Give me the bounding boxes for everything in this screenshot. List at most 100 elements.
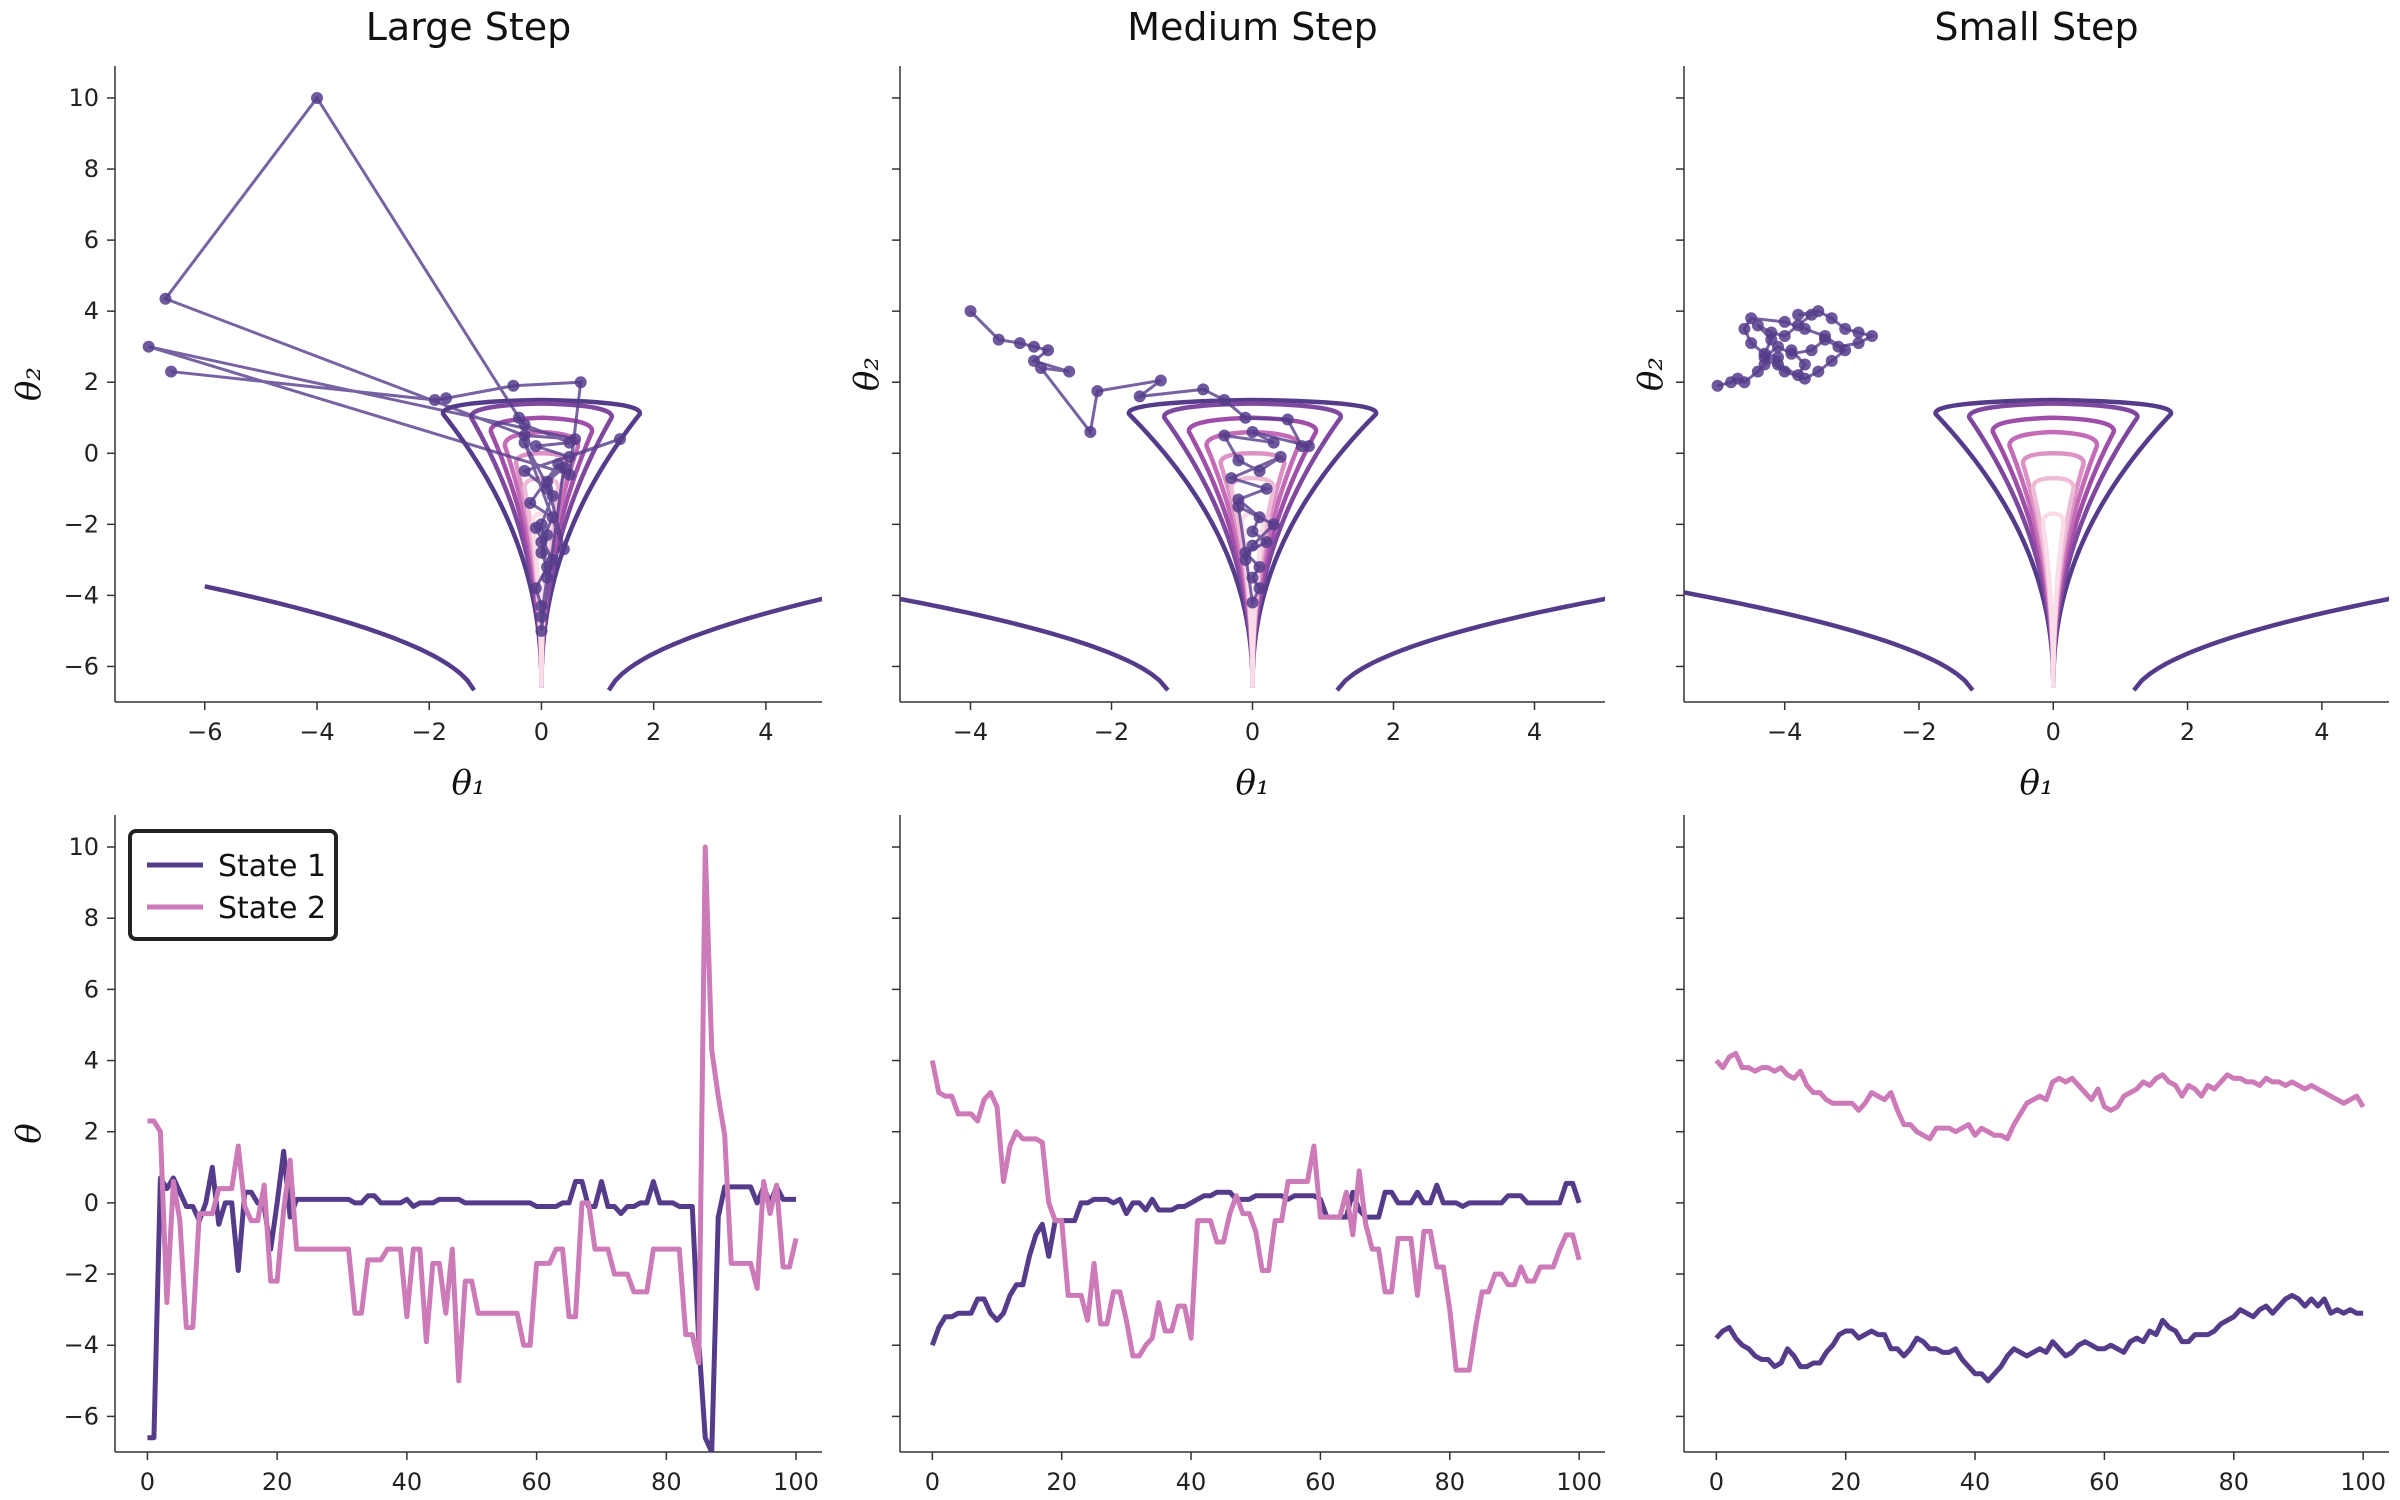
y-tick-label: 4 (84, 1047, 99, 1075)
trajectory-point (546, 511, 559, 524)
x-tick-label: −2 (1901, 718, 1936, 746)
x-tick-label: −2 (1094, 718, 1129, 746)
x-tick-label: 40 (392, 1468, 423, 1496)
plot-area (1684, 305, 2389, 692)
trajectory-point (1825, 312, 1838, 325)
y-axis-label: θ (9, 1123, 49, 1143)
trajectory-point (541, 529, 554, 542)
x-tick-label: 60 (1305, 1468, 1336, 1496)
trajectory-point (1772, 340, 1784, 353)
x-tick-label: 40 (1176, 1468, 1207, 1496)
panel-5: 0 20 40 60 80 100 (892, 815, 1605, 1496)
trajectory-point (518, 436, 531, 449)
trajectory-point (1785, 344, 1798, 357)
trajectory-point (541, 475, 554, 488)
x-axis-label: θ₁ (2019, 763, 2053, 803)
trajectory-point (563, 436, 576, 449)
x-tick-label: 20 (262, 1468, 293, 1496)
trajectory-point (1232, 500, 1245, 513)
trajectory-point (428, 393, 441, 406)
trajectory-point (518, 465, 531, 478)
trajectory-point (1819, 330, 1831, 343)
panel-2: −4 −2 0 2 4 Medium Step θ₁ θ₂ (847, 5, 1605, 803)
y-tick-label: 2 (84, 1118, 99, 1146)
x-tick-label: 100 (2340, 1468, 2386, 1496)
series-line-1 (929, 1180, 1582, 1347)
y-tick-label: 8 (84, 155, 99, 183)
trajectory-point (1218, 429, 1231, 442)
y-axis-label: θ₂ (9, 367, 49, 401)
series-line-2 (929, 1060, 1582, 1373)
trajectory-point (1825, 354, 1838, 367)
trajectory-point (1738, 322, 1751, 335)
trajectory-point (1267, 436, 1280, 449)
series-line-1 (147, 1148, 797, 1452)
trajectory-point (524, 497, 537, 510)
trajectory-point (1239, 553, 1252, 566)
trajectory-point (1232, 454, 1245, 467)
x-tick-label: 2 (2180, 718, 2195, 746)
contour-outer-right (606, 596, 822, 692)
x-axis-label: θ₁ (451, 763, 485, 803)
contour-outer-left (204, 584, 476, 692)
y-tick-label: 6 (84, 226, 99, 254)
trajectory-point (1246, 525, 1259, 538)
trajectory-point (1063, 365, 1076, 378)
contour-outer-left (900, 596, 1170, 692)
y-tick-label: 10 (68, 84, 99, 112)
x-tick-label: 4 (1527, 718, 1542, 746)
legend: State 1 State 2 (128, 829, 338, 941)
trajectory-point (1239, 411, 1252, 424)
trajectory-point (1260, 482, 1273, 495)
contour-outer-right (2132, 596, 2389, 692)
trajectory-point (1253, 465, 1266, 478)
trajectory-point (1852, 337, 1865, 350)
trajectory-point (1197, 383, 1210, 396)
trajectory-point (1253, 582, 1266, 595)
y-axis-label: θ₂ (1631, 357, 1671, 391)
trajectory-point (546, 489, 559, 502)
x-tick-label: −4 (953, 718, 988, 746)
x-tick-label: 0 (1245, 718, 1260, 746)
trajectory-point (1758, 351, 1771, 364)
trajectory-point (1042, 344, 1055, 357)
x-tick-label: 80 (2218, 1468, 2249, 1496)
plot-area (900, 305, 1605, 692)
trajectory-point (1772, 358, 1784, 371)
trajectory-point (1154, 374, 1167, 387)
x-tick-label: 20 (1830, 1468, 1861, 1496)
trajectory-point (1027, 340, 1040, 353)
panel-4: 0 20 40 60 80 100 −6 −4 −2 0 2 4 6 8 10 θ State 1 State 2 (9, 815, 822, 1496)
plot-area (1714, 1050, 2366, 1384)
trajectory-point (1778, 315, 1791, 328)
trajectory-point (1745, 312, 1758, 325)
panel-title: Small Step (1934, 5, 2138, 49)
trajectory-point (1745, 337, 1758, 350)
contour-outer-right (1335, 596, 1605, 692)
trajectory-point (1798, 358, 1811, 371)
trajectory-point (1253, 560, 1266, 573)
x-tick-label: 0 (1709, 1468, 1724, 1496)
trajectory-line (148, 95, 621, 632)
trajectory-point (1852, 326, 1865, 339)
trajectory-point (1246, 539, 1259, 552)
trajectory-point (1839, 344, 1852, 357)
panel-title: Medium Step (1127, 5, 1378, 49)
y-tick-label: −6 (64, 652, 99, 680)
panel-1: −6 −4 −2 0 2 4 −6 −4 −2 0 2 4 6 8 10 Large Step θ₁ θ₂ (9, 5, 822, 803)
trajectory-point (1267, 518, 1280, 531)
y-tick-label: −2 (64, 510, 99, 538)
x-tick-label: −4 (299, 718, 334, 746)
trajectory-point (1866, 330, 1878, 343)
trajectory-point (1778, 330, 1791, 343)
trajectory-point (507, 379, 520, 392)
trajectory-point (142, 340, 155, 353)
trajectory-point (529, 440, 542, 453)
trajectory-point (1765, 326, 1778, 339)
x-tick-label: 0 (534, 718, 549, 746)
trajectory-point (541, 560, 554, 573)
x-tick-label: 2 (646, 718, 661, 746)
trajectory-point (1218, 393, 1231, 406)
legend-label: State 2 (218, 891, 326, 926)
